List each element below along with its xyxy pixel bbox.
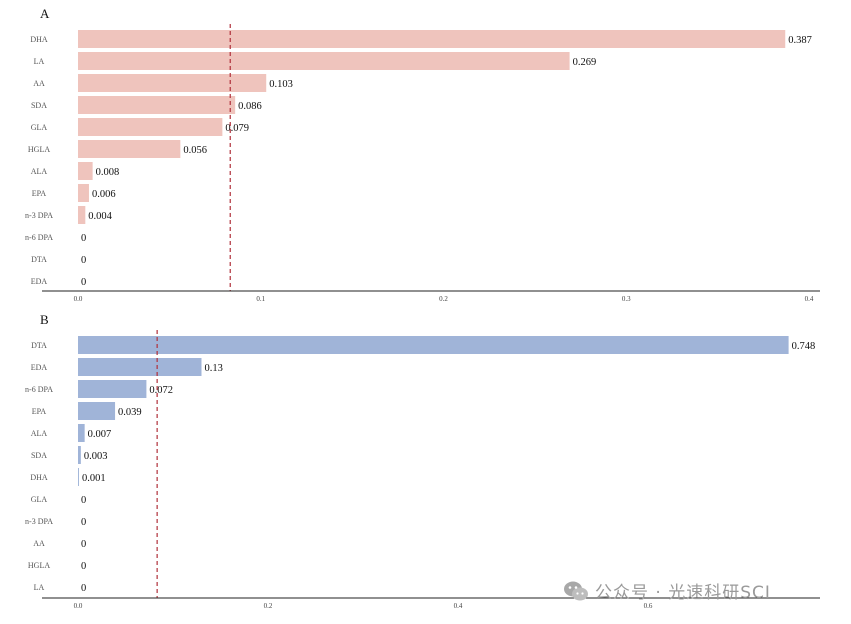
panel-b-category-label-9: AA — [33, 539, 45, 548]
panel-a-category-label-7: EPA — [32, 189, 47, 198]
panel-a-category-label-0: DHA — [30, 35, 48, 44]
panel-b-value-label-1: 0.13 — [205, 363, 223, 374]
panel-b-value-label-0: 0.748 — [792, 341, 816, 352]
panel-a-value-label-5: 0.056 — [183, 145, 207, 156]
panel-a-category-label-3: SDA — [31, 101, 47, 110]
panel-a-category-label-9: n-6 DPA — [25, 233, 53, 242]
panel-b-bar-2 — [78, 380, 147, 398]
panel-b-x-tick-label-0: 0.0 — [74, 602, 83, 610]
panel-b-value-label-11: 0 — [81, 583, 86, 594]
panel-b-x-tick-label-1: 0.2 — [264, 602, 273, 610]
panel-b-category-label-7: GLA — [31, 495, 48, 504]
panel-b-category-label-0: DTA — [31, 341, 47, 350]
panel-b-bar-6 — [78, 468, 79, 486]
panel-a-category-label-11: EDA — [31, 277, 48, 286]
watermark: 公众号 · 光速科研SCI — [563, 578, 771, 603]
panel-a-category-label-6: ALA — [31, 167, 48, 176]
panel-b-category-label-1: EDA — [31, 363, 48, 372]
panel-b-category-label-10: HGLA — [28, 561, 50, 570]
panel-a-category-label-1: LA — [34, 57, 45, 66]
panel-a-bar-8 — [78, 206, 86, 224]
panel-b-bar-4 — [78, 424, 85, 442]
panel-b-value-label-10: 0 — [81, 561, 86, 572]
panel-b-value-label-8: 0 — [81, 517, 86, 528]
panel-a-value-label-1: 0.269 — [573, 57, 597, 68]
panel-b-bar-3 — [78, 402, 116, 420]
panel-a-value-label-0: 0.387 — [788, 35, 812, 46]
panel-a-bar-6 — [78, 162, 93, 180]
panel-a-label: A — [40, 6, 50, 21]
panel-a-bar-0 — [78, 30, 786, 48]
panel-b-label: B — [40, 312, 49, 327]
panel-b-value-label-4: 0.007 — [88, 429, 112, 440]
panel-b-x-tick-label-3: 0.6 — [644, 602, 653, 610]
panel-a-value-label-11: 0 — [81, 277, 86, 288]
panel-a-bar-2 — [78, 74, 267, 92]
panel-a-value-label-10: 0 — [81, 255, 86, 266]
panel-a-bar-3 — [78, 96, 236, 114]
panel-a-category-label-8: n-3 DPA — [25, 211, 53, 220]
panel-a-bar-5 — [78, 140, 181, 158]
panel-a-x-tick-label-0: 0.0 — [74, 295, 83, 303]
panel-a-category-label-2: AA — [33, 79, 45, 88]
panel-a-x-tick-label-3: 0.3 — [622, 295, 631, 303]
panel-b-category-label-11: LA — [34, 583, 45, 592]
panel-a-value-label-8: 0.004 — [88, 211, 112, 222]
wechat-icon — [564, 581, 588, 600]
panel-b-value-label-5: 0.003 — [84, 451, 108, 462]
panel-a-value-label-3: 0.086 — [238, 101, 262, 112]
panel-a-value-label-9: 0 — [81, 233, 86, 244]
panel-a-value-label-7: 0.006 — [92, 189, 116, 200]
panel-b-category-label-8: n-3 DPA — [25, 517, 53, 526]
panel-a-bar-7 — [78, 184, 89, 202]
panel-a-bar-4 — [78, 118, 223, 136]
watermark-text: 公众号 · 光速科研SCI — [595, 583, 771, 603]
panel-b-category-label-6: DHA — [30, 473, 48, 482]
panel-b-bar-5 — [78, 446, 81, 464]
panel-a-bar-1 — [78, 52, 570, 70]
panel-b-value-label-9: 0 — [81, 539, 86, 550]
panel-b-value-label-6: 0.001 — [82, 473, 106, 484]
panel-a-x-tick-label-4: 0.4 — [805, 295, 814, 303]
panel-b-category-label-3: EPA — [32, 407, 47, 416]
panel-a-category-label-5: HGLA — [28, 145, 50, 154]
panel-b-value-label-2: 0.072 — [149, 385, 173, 396]
panel-b-category-label-4: ALA — [31, 429, 48, 438]
panel-b-value-label-3: 0.039 — [118, 407, 142, 418]
panel-a-category-label-10: DTA — [31, 255, 47, 264]
panel-a-value-label-2: 0.103 — [269, 79, 293, 90]
panel-a-category-label-4: GLA — [31, 123, 48, 132]
panel-a-value-label-6: 0.008 — [96, 167, 120, 178]
panel-a-x-tick-label-1: 0.1 — [256, 295, 265, 303]
panel-a-x-tick-label-2: 0.2 — [439, 295, 448, 303]
panel-b-value-label-7: 0 — [81, 495, 86, 506]
panel-b-x-tick-label-2: 0.4 — [454, 602, 463, 610]
panel-b-category-label-2: n-6 DPA — [25, 385, 53, 394]
panel-a-value-label-4: 0.079 — [225, 123, 249, 134]
panel-b-bar-0 — [78, 336, 789, 354]
panel-b-category-label-5: SDA — [31, 451, 47, 460]
panel-b-bar-1 — [78, 358, 202, 376]
